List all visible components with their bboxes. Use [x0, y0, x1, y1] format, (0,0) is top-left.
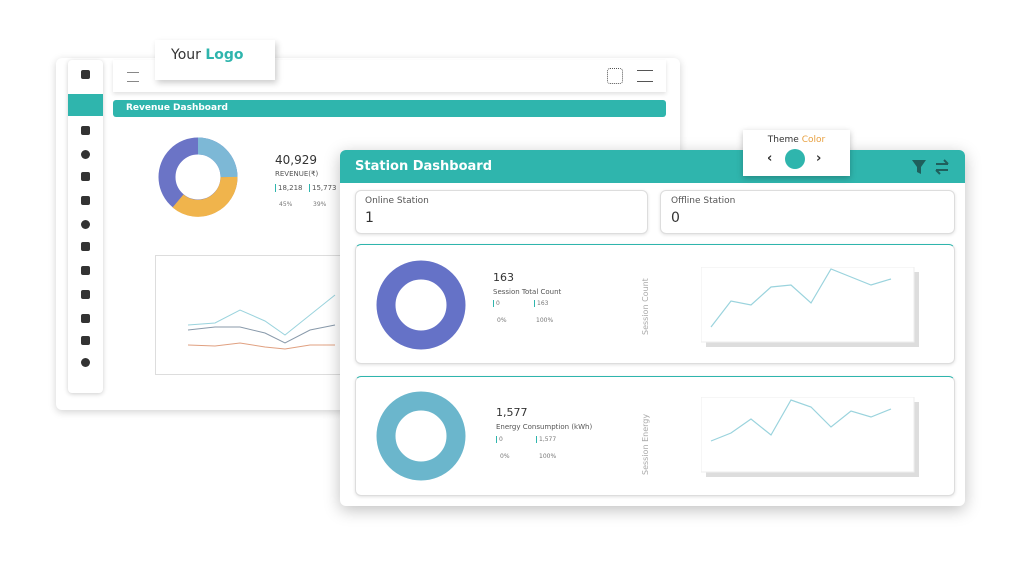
revenue-item-value: 15,773: [309, 184, 337, 192]
metric-line-chart: [701, 267, 919, 347]
line: [710, 268, 892, 328]
nav-icon[interactable]: [81, 314, 90, 323]
station-value: 1: [365, 210, 374, 226]
axis-label: Session Count: [641, 278, 650, 335]
line: [710, 399, 892, 442]
theme-label: Theme: [767, 135, 799, 145]
nav-icon[interactable]: [81, 290, 90, 299]
metric-item-percent: 100%: [536, 317, 554, 324]
revenue-value: 40,929: [275, 153, 317, 167]
line: [187, 342, 335, 350]
logo-tab: Your Logo: [155, 40, 275, 80]
nav-icon[interactable]: [81, 220, 90, 229]
chart-frame: [701, 397, 915, 473]
nav-icon[interactable]: [81, 172, 90, 181]
logo-text: Your: [171, 47, 201, 63]
metric-donut: [376, 391, 466, 481]
active-nav[interactable]: [68, 94, 103, 116]
revenue-title: Revenue Dashboard: [126, 103, 228, 113]
logo-accent: Logo: [205, 47, 244, 63]
station-title: Station Dashboard: [355, 159, 493, 174]
revenue-item-percent: 39%: [313, 201, 327, 208]
metric-item-value: 0: [496, 436, 503, 443]
grid-icon[interactable]: [607, 68, 623, 84]
metric-value: 1,577: [496, 406, 528, 419]
station-label: Offline Station: [671, 196, 736, 206]
donut-segment: [172, 176, 238, 217]
refresh-icon[interactable]: [935, 159, 949, 175]
filter-icon[interactable]: [912, 160, 926, 174]
nav-icon[interactable]: [81, 266, 90, 275]
metric-card: 163 Session Total Count 0 163 0% 100% Se…: [355, 244, 955, 364]
metric-donut: [376, 260, 466, 350]
nav-icon[interactable]: [81, 336, 90, 345]
theme-accent: Color: [801, 135, 826, 145]
metric-card: 1,577 Energy Consumption (kWh) 0 1,577 0…: [355, 376, 955, 496]
nav-icon[interactable]: [81, 126, 90, 135]
metric-line-chart: [701, 397, 919, 477]
revenue-item-value: 18,218: [275, 184, 303, 192]
metric-item-percent: 0%: [497, 317, 507, 324]
line: [187, 324, 336, 344]
station-card: Offline Station 0: [660, 190, 955, 234]
metric-value: 163: [493, 271, 514, 284]
metric-label: Energy Consumption (kWh): [496, 423, 593, 431]
station-header: Station Dashboard: [340, 150, 965, 183]
metric-item-value: 1,577: [536, 436, 556, 443]
metric-item-percent: 0%: [500, 453, 510, 460]
settings-icon[interactable]: [637, 70, 653, 82]
nav-icon[interactable]: [81, 196, 90, 205]
menu-icon[interactable]: [127, 72, 139, 82]
axis-label: Session Energy: [641, 413, 650, 475]
chart-frame: [155, 255, 345, 375]
line: [187, 294, 336, 336]
sidebar: [68, 60, 103, 393]
revenue-header: Revenue Dashboard: [113, 100, 666, 117]
metric-label: Session Total Count: [493, 288, 562, 296]
theme-popup: Theme Color ‹ ›: [743, 130, 850, 176]
chart-frame: [701, 267, 915, 343]
nav-icon[interactable]: [81, 150, 90, 159]
donut-ring: [376, 391, 466, 481]
station-value: 0: [671, 210, 680, 226]
theme-prev[interactable]: ‹: [767, 151, 773, 166]
header-icons[interactable]: [912, 159, 952, 175]
station-card: Online Station 1: [355, 190, 648, 234]
nav-icon[interactable]: [81, 358, 90, 367]
metric-item-value: 0: [493, 300, 500, 307]
nav-icon[interactable]: [81, 242, 90, 251]
station-label: Online Station: [365, 196, 429, 206]
home-icon[interactable]: [81, 70, 90, 79]
revenue-label: REVENUE(₹): [275, 170, 319, 178]
metric-item-percent: 100%: [539, 453, 557, 460]
donut-segment: [197, 137, 238, 178]
revenue-item-percent: 45%: [279, 201, 293, 208]
revenue-line-chart: [155, 255, 345, 375]
donut-ring: [376, 260, 466, 350]
theme-swatch[interactable]: [785, 149, 805, 169]
theme-next[interactable]: ›: [816, 151, 822, 166]
metric-item-value: 163: [534, 300, 548, 307]
revenue-donut: [158, 137, 238, 217]
theme-label-row: Theme Color: [743, 135, 850, 145]
